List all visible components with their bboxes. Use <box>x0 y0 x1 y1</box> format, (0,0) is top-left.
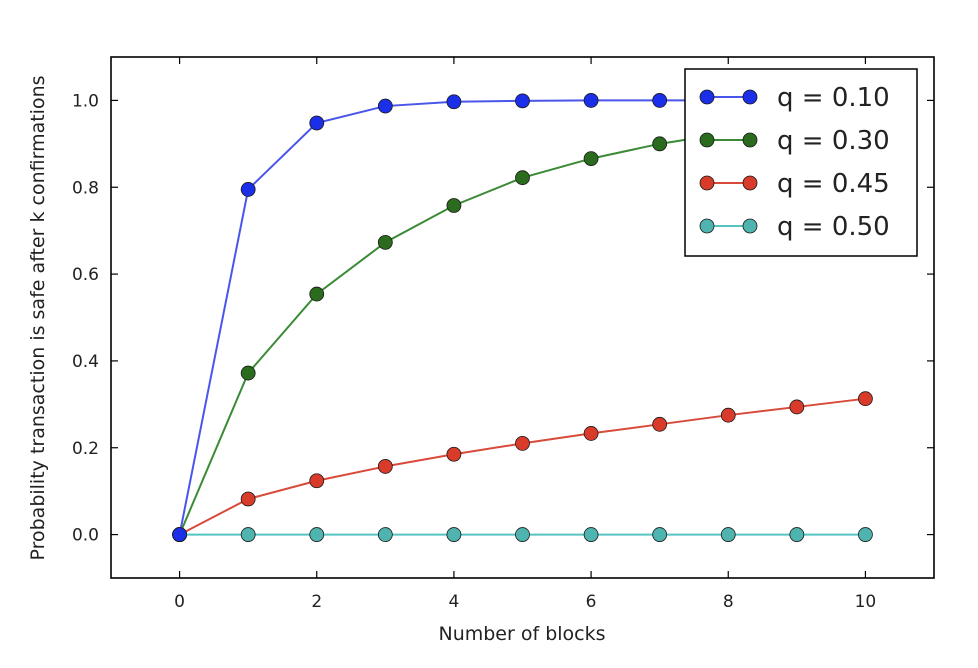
legend-item: q = 0.50 <box>699 212 890 242</box>
legend: q = 0.10 q = 0.30 q = 0.45 q = 0.50 <box>684 68 918 257</box>
data-point <box>652 416 668 432</box>
data-point <box>446 446 462 462</box>
data-point <box>652 136 668 152</box>
y-tick-label: 1.0 <box>72 91 99 111</box>
data-point <box>583 426 599 441</box>
data-point <box>789 399 805 415</box>
x-tick-label: 2 <box>311 592 322 612</box>
data-point <box>858 527 873 542</box>
data-point <box>240 365 256 381</box>
data-point <box>720 407 736 423</box>
y-tick-label: 0.2 <box>72 439 99 459</box>
legend-marker <box>699 89 715 105</box>
legend-marker <box>699 175 715 191</box>
data-point <box>172 527 187 542</box>
legend-box <box>684 68 918 257</box>
data-point <box>446 198 462 213</box>
y-tick-label: 0.0 <box>72 526 99 546</box>
data-point <box>309 527 325 542</box>
data-point <box>309 115 325 131</box>
legend-marker <box>699 218 715 234</box>
y-tick-label: 0.4 <box>72 352 99 372</box>
data-point <box>309 286 325 302</box>
data-point <box>515 93 530 109</box>
data-point <box>720 527 736 542</box>
data-point <box>240 527 256 542</box>
legend-item: q = 0.10 <box>699 83 890 113</box>
y-axis-label: Probability transaction is safe after k … <box>27 75 49 560</box>
data-point <box>789 527 805 542</box>
data-point <box>240 182 256 197</box>
data-point <box>309 473 325 489</box>
x-axis-label: Number of blocks <box>438 623 605 645</box>
x-axis-ticks: 0 2 4 6 8 10 <box>174 57 876 612</box>
legend-marker <box>742 218 758 234</box>
data-point <box>377 98 393 114</box>
legend-label: q = 0.10 <box>777 83 890 113</box>
legend-marker <box>699 132 715 148</box>
data-point <box>446 527 462 542</box>
data-point <box>377 459 393 474</box>
y-tick-label: 0.8 <box>72 178 99 198</box>
x-tick-label: 10 <box>855 592 877 612</box>
x-tick-label: 6 <box>586 592 597 612</box>
x-tick-label: 4 <box>449 592 460 612</box>
y-tick-label: 0.6 <box>72 265 99 285</box>
data-point <box>652 93 668 108</box>
legend-label: q = 0.50 <box>777 212 890 242</box>
y-axis-ticks: 0.0 0.2 0.4 0.6 0.8 1.0 <box>72 91 934 546</box>
legend-label: q = 0.45 <box>777 169 890 199</box>
data-point <box>377 234 393 250</box>
data-point <box>583 527 599 542</box>
data-point <box>652 527 668 542</box>
data-point <box>515 170 530 186</box>
data-point <box>446 94 462 110</box>
x-tick-label: 0 <box>174 592 185 612</box>
legend-marker <box>742 89 758 105</box>
legend-item: q = 0.30 <box>699 126 890 156</box>
plot-frame <box>110 56 935 579</box>
data-point <box>377 527 393 542</box>
legend-marker <box>742 132 758 148</box>
data-point <box>240 491 256 507</box>
data-point <box>858 391 873 407</box>
data-point <box>515 527 530 542</box>
x-tick-label: 8 <box>723 592 734 612</box>
legend-label: q = 0.30 <box>777 126 890 156</box>
legend-marker <box>742 175 758 191</box>
data-point <box>583 93 599 108</box>
data-point <box>515 436 530 451</box>
legend-item: q = 0.45 <box>699 169 890 199</box>
data-point <box>583 151 599 166</box>
